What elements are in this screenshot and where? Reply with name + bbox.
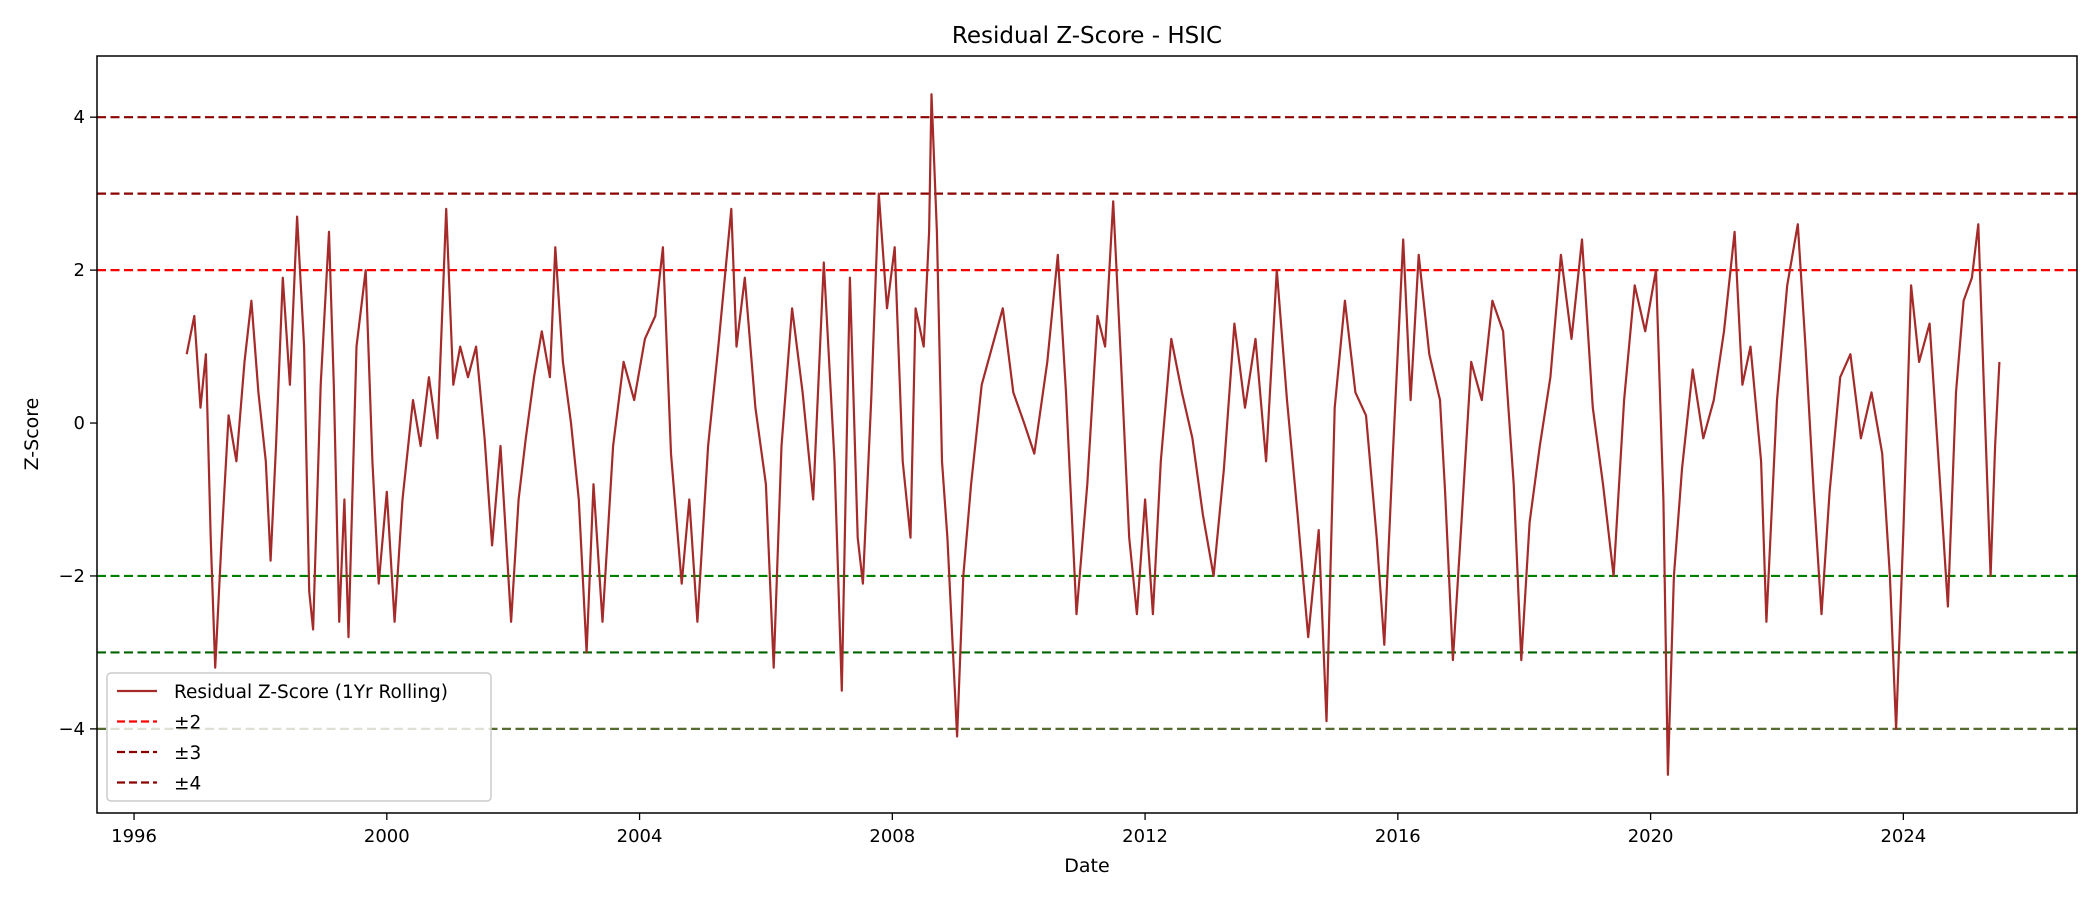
- legend-label-1: ±2: [174, 713, 201, 734]
- legend: Residual Z-Score (1Yr Rolling) ±2 ±3 ±4: [106, 672, 492, 802]
- legend-label-2: ±3: [174, 743, 201, 764]
- plot-frame: [96, 55, 2078, 814]
- x-tick-label-1: 2000: [364, 826, 410, 847]
- x-tick-label-6: 2020: [1628, 826, 1674, 847]
- legend-box: [106, 672, 492, 802]
- x-tick-label-3: 2008: [869, 826, 915, 847]
- x-tick-label-0: 1996: [111, 826, 157, 847]
- x-tick-label-2: 2004: [617, 826, 663, 847]
- y-tick-label-1: 2: [74, 260, 85, 281]
- y-tick-label-0: 4: [74, 107, 85, 128]
- y-tick-label-3: −2: [58, 566, 85, 587]
- legend-label-0: Residual Z-Score (1Yr Rolling): [174, 682, 448, 703]
- chart-title: Residual Z-Score - HSIC: [952, 23, 1222, 49]
- x-tick-label-4: 2012: [1122, 826, 1168, 847]
- y-axis-label: Z-Score: [21, 398, 43, 471]
- x-tick-label-7: 2024: [1880, 826, 1926, 847]
- x-axis-label: Date: [1064, 855, 1109, 877]
- y-tick-label-2: 0: [74, 413, 85, 434]
- x-tick-label-5: 2016: [1375, 826, 1421, 847]
- legend-label-3: ±4: [174, 774, 201, 795]
- series-line-0: [185, 93, 2001, 776]
- y-tick-label-4: −4: [58, 719, 85, 740]
